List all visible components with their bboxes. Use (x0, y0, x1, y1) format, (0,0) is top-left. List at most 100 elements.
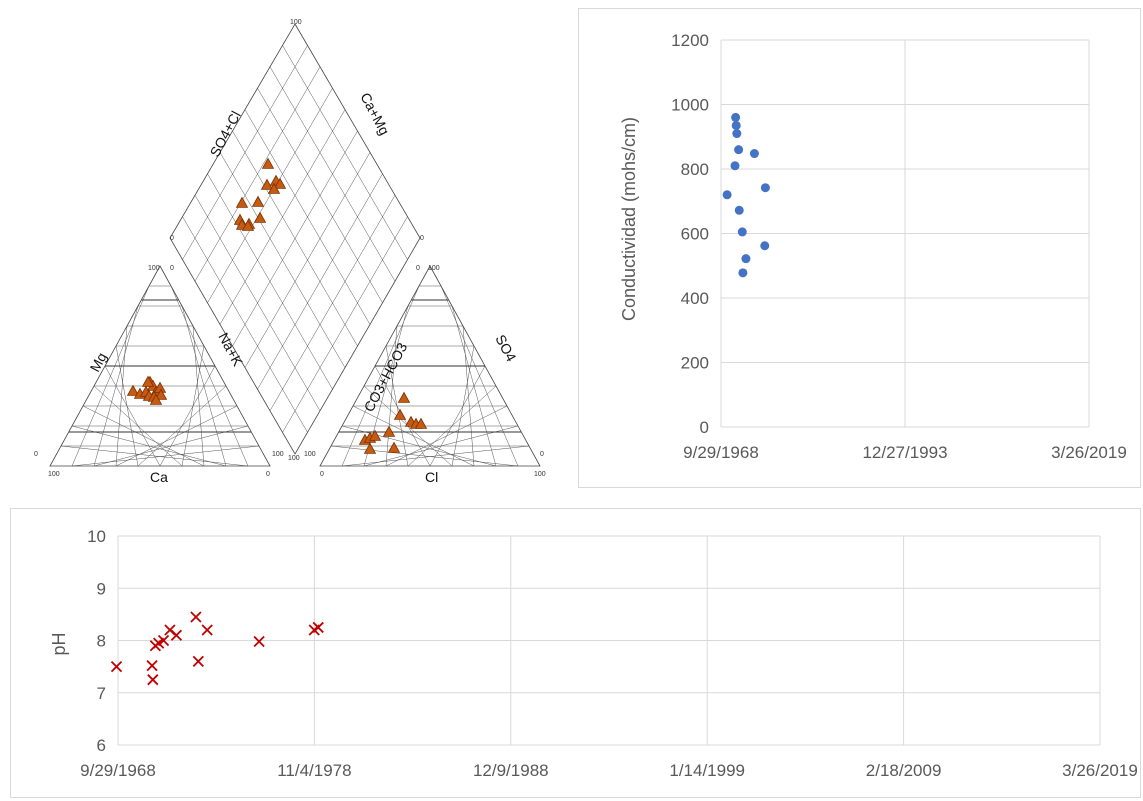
data-point (731, 120, 741, 130)
data-point (734, 205, 744, 215)
piper-diagram-panel: SO4+Cl Ca+Mg Mg Na+K Ca CO3+HCO3 SO4 Cl … (20, 8, 560, 488)
ph-y-axis-title: pH (49, 632, 69, 655)
anion-triangle (319, 265, 541, 467)
x-tick-label: 3/26/2019 (1062, 761, 1138, 780)
data-point (253, 635, 265, 648)
y-tick-label: 1200 (671, 31, 709, 50)
tick-an-right-100: 100 (534, 471, 546, 478)
y-tick-label: 200 (681, 354, 709, 373)
ph-grid (117, 535, 1101, 746)
diamond-point-11 (241, 219, 255, 231)
anion-point-0 (397, 391, 411, 403)
x-tick-label: 11/4/1978 (277, 761, 351, 780)
cation-triangle (49, 265, 271, 467)
data-point (734, 145, 744, 155)
anion-label-so4: SO4 (492, 332, 519, 364)
tick-left-0: 0 (170, 235, 174, 242)
x-tick-label: 9/29/1968 (683, 443, 759, 462)
cation-point-10 (149, 393, 163, 405)
y-tick-label: 10 (87, 527, 106, 546)
piper-points (126, 157, 428, 454)
cation-point-11 (141, 375, 155, 387)
data-point (738, 268, 748, 278)
y-tick-label: 0 (700, 418, 709, 437)
cation-point-0 (126, 384, 140, 396)
anion-point-4 (414, 417, 428, 429)
data-point (749, 149, 759, 159)
anion-point-10 (387, 441, 401, 453)
y-tick-label: 600 (681, 225, 709, 244)
tick-cat-top-0: 0 (170, 265, 174, 272)
data-point (147, 674, 159, 686)
data-point (190, 611, 202, 623)
ph-points (110, 611, 324, 686)
data-point (760, 241, 770, 251)
cation-label-ca: Ca (150, 469, 168, 485)
cation-label-na-k: Na+K (215, 330, 246, 369)
x-tick-label: 12/9/1988 (473, 761, 549, 780)
diamond-point-7 (253, 211, 267, 223)
data-point (110, 660, 123, 673)
data-point (192, 655, 204, 668)
data-point (732, 129, 742, 139)
y-tick-label: 7 (97, 684, 106, 703)
ph-y-ticks: 6 7 8 9 10 (87, 527, 106, 755)
conductivity-y-ticks: 0 200 400 600 800 1000 1200 (671, 31, 709, 437)
ph-x-ticks: 9/29/1968 11/4/1978 12/9/1988 1/14/1999 2/18… (80, 761, 1138, 780)
conductivity-chart: 0 200 400 600 800 1000 1200 9/29/1968 12/27/199… (619, 31, 1127, 462)
diamond-point-4 (267, 182, 281, 194)
anion-point-1 (393, 408, 407, 420)
x-tick-label: 12/27/1993 (862, 443, 947, 462)
piper-outline (49, 23, 541, 467)
diamond-point-0 (261, 157, 275, 169)
conductivity-grid (720, 39, 1090, 428)
diamond-label-so4-cl: SO4+Cl (207, 108, 244, 159)
y-tick-label: 1000 (671, 96, 709, 115)
data-point (312, 621, 324, 634)
tick-top-100: 100 (290, 19, 302, 26)
y-tick-label: 800 (681, 160, 709, 179)
conductivity-y-axis-title: Conductividad (mohs/cm) (619, 117, 639, 321)
diamond-point-5 (235, 196, 249, 208)
conductivity-points (722, 112, 770, 278)
data-point (201, 624, 213, 636)
y-tick-label: 9 (97, 579, 106, 598)
cation-label-mg: Mg (87, 350, 110, 375)
data-point (157, 634, 170, 647)
diamond-point-6 (251, 195, 265, 207)
tick-right-0: 0 (420, 235, 424, 242)
tick-an-right-0: 0 (540, 451, 544, 458)
tick-cat-right-100: 100 (272, 451, 284, 458)
piper-diagram: SO4+Cl Ca+Mg Mg Na+K Ca CO3+HCO3 SO4 Cl … (34, 19, 546, 485)
data-point (731, 112, 741, 122)
x-tick-label: 3/26/2019 (1051, 443, 1127, 462)
piper-grid (60, 45, 530, 467)
data-point (170, 629, 183, 641)
tick-an-left-0: 0 (320, 471, 324, 478)
cation-point-8 (154, 388, 168, 400)
ph-chart-panel: 6 7 8 9 10 9/29/1968 11/4/1978 12/9/1988 1/14/1… (10, 508, 1141, 798)
tick-an-top-100: 100 (428, 265, 440, 272)
data-point (741, 254, 751, 264)
x-tick-label: 1/14/1999 (669, 761, 745, 780)
tick-cat-right-0: 0 (266, 471, 270, 478)
tick-cat-top-100: 100 (148, 265, 160, 272)
anion-label-co3-hco3: CO3+HCO3 (361, 340, 411, 415)
anion-point-8 (368, 429, 382, 441)
tick-cat-left-100: 100 (48, 471, 60, 478)
tick-an-top-0: 0 (416, 265, 420, 272)
y-tick-label: 400 (681, 289, 709, 308)
anion-point-5 (382, 425, 396, 437)
diamond-point-1 (260, 178, 274, 190)
x-tick-label: 2/18/2009 (866, 761, 942, 780)
tick-an-left-100: 100 (304, 451, 316, 458)
y-tick-label: 8 (97, 632, 106, 651)
piper-diamond (169, 23, 421, 455)
conductivity-x-ticks: 9/29/1968 12/27/1993 3/26/2019 (683, 443, 1127, 462)
data-point (760, 183, 770, 193)
y-tick-label: 6 (97, 736, 106, 755)
ph-chart: 6 7 8 9 10 9/29/1968 11/4/1978 12/9/1988 1/14/1… (49, 527, 1138, 780)
tick-cat-left-0: 0 (34, 451, 38, 458)
data-point (730, 161, 740, 171)
data-point (146, 659, 158, 672)
